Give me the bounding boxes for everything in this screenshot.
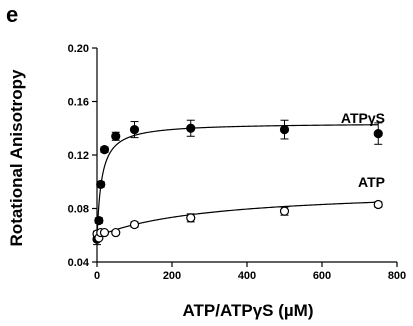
data-point bbox=[186, 213, 196, 223]
x-tick-label: 600 bbox=[313, 270, 331, 282]
data-point bbox=[279, 206, 290, 216]
panel-label: e bbox=[6, 2, 18, 27]
series-label-atp: ATP bbox=[358, 174, 385, 190]
data-point bbox=[111, 131, 121, 141]
fit-curve-1 bbox=[96, 201, 379, 238]
data-point bbox=[129, 124, 140, 135]
axes: 0 200 400 600 800 0.04 0.08 0.12 0.16 0.20 bbox=[68, 43, 407, 282]
x-tick-label: 800 bbox=[388, 270, 406, 282]
data-point bbox=[94, 215, 104, 226]
series-label-atpgs: ATPγS bbox=[341, 110, 385, 126]
y-tick-label: 0.04 bbox=[68, 257, 90, 269]
data-point bbox=[99, 145, 110, 155]
data-point bbox=[373, 129, 383, 139]
y-axis-title: Rotational Anisotropy bbox=[7, 69, 26, 246]
fit-curves bbox=[96, 124, 379, 240]
data-point bbox=[99, 227, 110, 238]
x-axis-title: ATP/ATPγS (µM) bbox=[183, 301, 314, 320]
data-point bbox=[111, 227, 121, 238]
data-point bbox=[186, 123, 196, 133]
fit-curve-0 bbox=[96, 124, 379, 240]
data-point bbox=[279, 124, 290, 135]
x-tick-label: 400 bbox=[238, 270, 256, 282]
data-points bbox=[92, 123, 383, 244]
x-tick-label: 0 bbox=[94, 270, 100, 282]
y-tick-label: 0.08 bbox=[68, 204, 89, 216]
data-point bbox=[96, 179, 106, 190]
data-point bbox=[129, 219, 140, 230]
y-tick-label: 0.16 bbox=[68, 97, 89, 109]
y-tick-label: 0.12 bbox=[68, 150, 89, 162]
x-tick-label: 200 bbox=[163, 270, 181, 282]
data-point bbox=[373, 199, 383, 210]
y-tick-label: 0.20 bbox=[68, 43, 89, 55]
